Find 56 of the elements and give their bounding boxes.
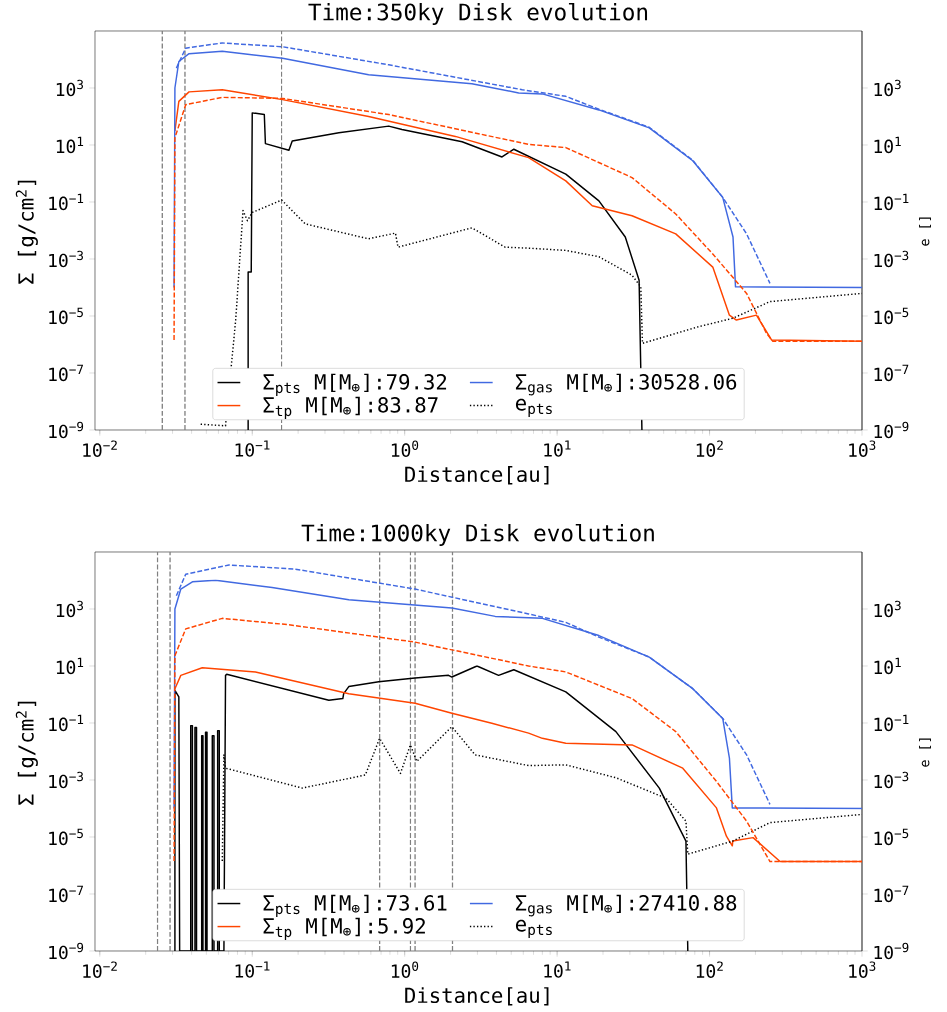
text: 10$^{−7}$ xyxy=(874,364,909,382)
text: 10$^{3}$ xyxy=(874,600,901,618)
y-tick-label: 10$^{−9}$ xyxy=(49,421,84,439)
legend-label: Σ$_{tp}$ M[M$_{⊕}$]:5.92 xyxy=(263,917,425,940)
text: 10$^{−7}$ xyxy=(874,885,909,903)
x-tick-label: 10$^{2}$ xyxy=(696,440,723,457)
y-tick-label: 10$^{−1}$ xyxy=(49,193,84,211)
legend-label: Σ$_{gas}$ M[M$_{⊕}$]:27410.88 xyxy=(515,894,737,917)
legend-label: Σ$_{gas}$ M[M$_{⊕}$]:30528.06 xyxy=(515,373,737,396)
y-axis-title: Σ [g/cm$^{2}$] xyxy=(15,701,38,805)
text: 10$^{3}$ xyxy=(874,79,901,97)
text: 10$^{−1}$ xyxy=(874,193,909,211)
x-tick-label: 10$^{−2}$ xyxy=(83,440,117,457)
x-tick-label: 10$^{2}$ xyxy=(696,961,723,978)
text: 10$^{−5}$ xyxy=(874,828,909,846)
x-axis-title: Distance[au] xyxy=(405,987,549,1006)
x-tick-label: 10$^{3}$ xyxy=(849,961,876,978)
y-tick-label: 10$^{3}$ xyxy=(56,79,83,97)
legend-label: e$_{pts}$ xyxy=(515,398,552,417)
x-tick-label: 10$^{−1}$ xyxy=(235,961,270,978)
legend-label: Σ$_{pts}$ M[M$_{⊕}$]:73.61 xyxy=(263,894,447,917)
text: 10$^{1}$ xyxy=(874,136,901,154)
y-tick-label: 10$^{−3}$ xyxy=(49,771,83,789)
x-tick-label: 10$^{1}$ xyxy=(544,440,571,457)
y-tick-label: 10$^{−7}$ xyxy=(49,885,83,903)
y-tick-label: 10$^{−9}$ xyxy=(49,942,84,960)
y2-axis-title: e [] xyxy=(919,738,931,767)
y-tick-label: 10$^{−3}$ xyxy=(49,250,83,268)
y-tick-label: 10$^{−1}$ xyxy=(49,714,84,732)
legend-label: Σ$_{pts}$ M[M$_{⊕}$]:79.32 xyxy=(263,373,447,396)
x-tick-label: 10$^{3}$ xyxy=(849,440,876,457)
chart-title: Time:350ky Disk evolution xyxy=(308,2,648,25)
y-tick-label: 10$^{−5}$ xyxy=(49,307,83,325)
x-tick-label: 10$^{0}$ xyxy=(391,440,419,457)
legend-label: Σ$_{tp}$ M[M$_{⊕}$]:83.87 xyxy=(263,396,438,419)
y-axis-title: Σ [g/cm$^{2}$] xyxy=(15,180,38,284)
y-tick-label: 10$^{1}$ xyxy=(56,657,84,675)
text: 10$^{−3}$ xyxy=(874,250,909,268)
y-tick-label: 10$^{−5}$ xyxy=(49,828,83,846)
text: 10$^{−9}$ xyxy=(874,942,909,960)
y-tick-label: 10$^{3}$ xyxy=(56,600,83,618)
legend-label: e$_{pts}$ xyxy=(515,919,552,938)
text: 10$^{1}$ xyxy=(874,657,901,675)
x-tick-label: 10$^{−1}$ xyxy=(235,440,270,457)
chart-title: Time:1000ky Disk evolution xyxy=(301,523,654,546)
text: 10$^{−5}$ xyxy=(874,307,909,325)
text: 10$^{−3}$ xyxy=(874,771,909,789)
text: 10$^{−9}$ xyxy=(874,421,909,439)
x-tick-label: 10$^{−2}$ xyxy=(83,961,117,978)
text: 10$^{−1}$ xyxy=(874,714,909,732)
x-tick-label: 10$^{1}$ xyxy=(544,961,571,978)
x-axis-title: Distance[au] xyxy=(405,466,549,485)
y-tick-label: 10$^{1}$ xyxy=(56,136,84,154)
x-tick-label: 10$^{0}$ xyxy=(391,961,419,978)
y2-axis-title: e [] xyxy=(919,217,931,246)
y-tick-label: 10$^{−7}$ xyxy=(49,364,83,382)
